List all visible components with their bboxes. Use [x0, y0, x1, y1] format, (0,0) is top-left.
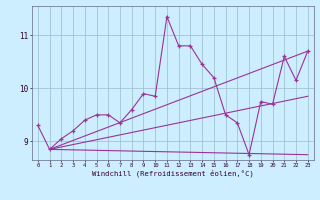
- X-axis label: Windchill (Refroidissement éolien,°C): Windchill (Refroidissement éolien,°C): [92, 170, 254, 177]
